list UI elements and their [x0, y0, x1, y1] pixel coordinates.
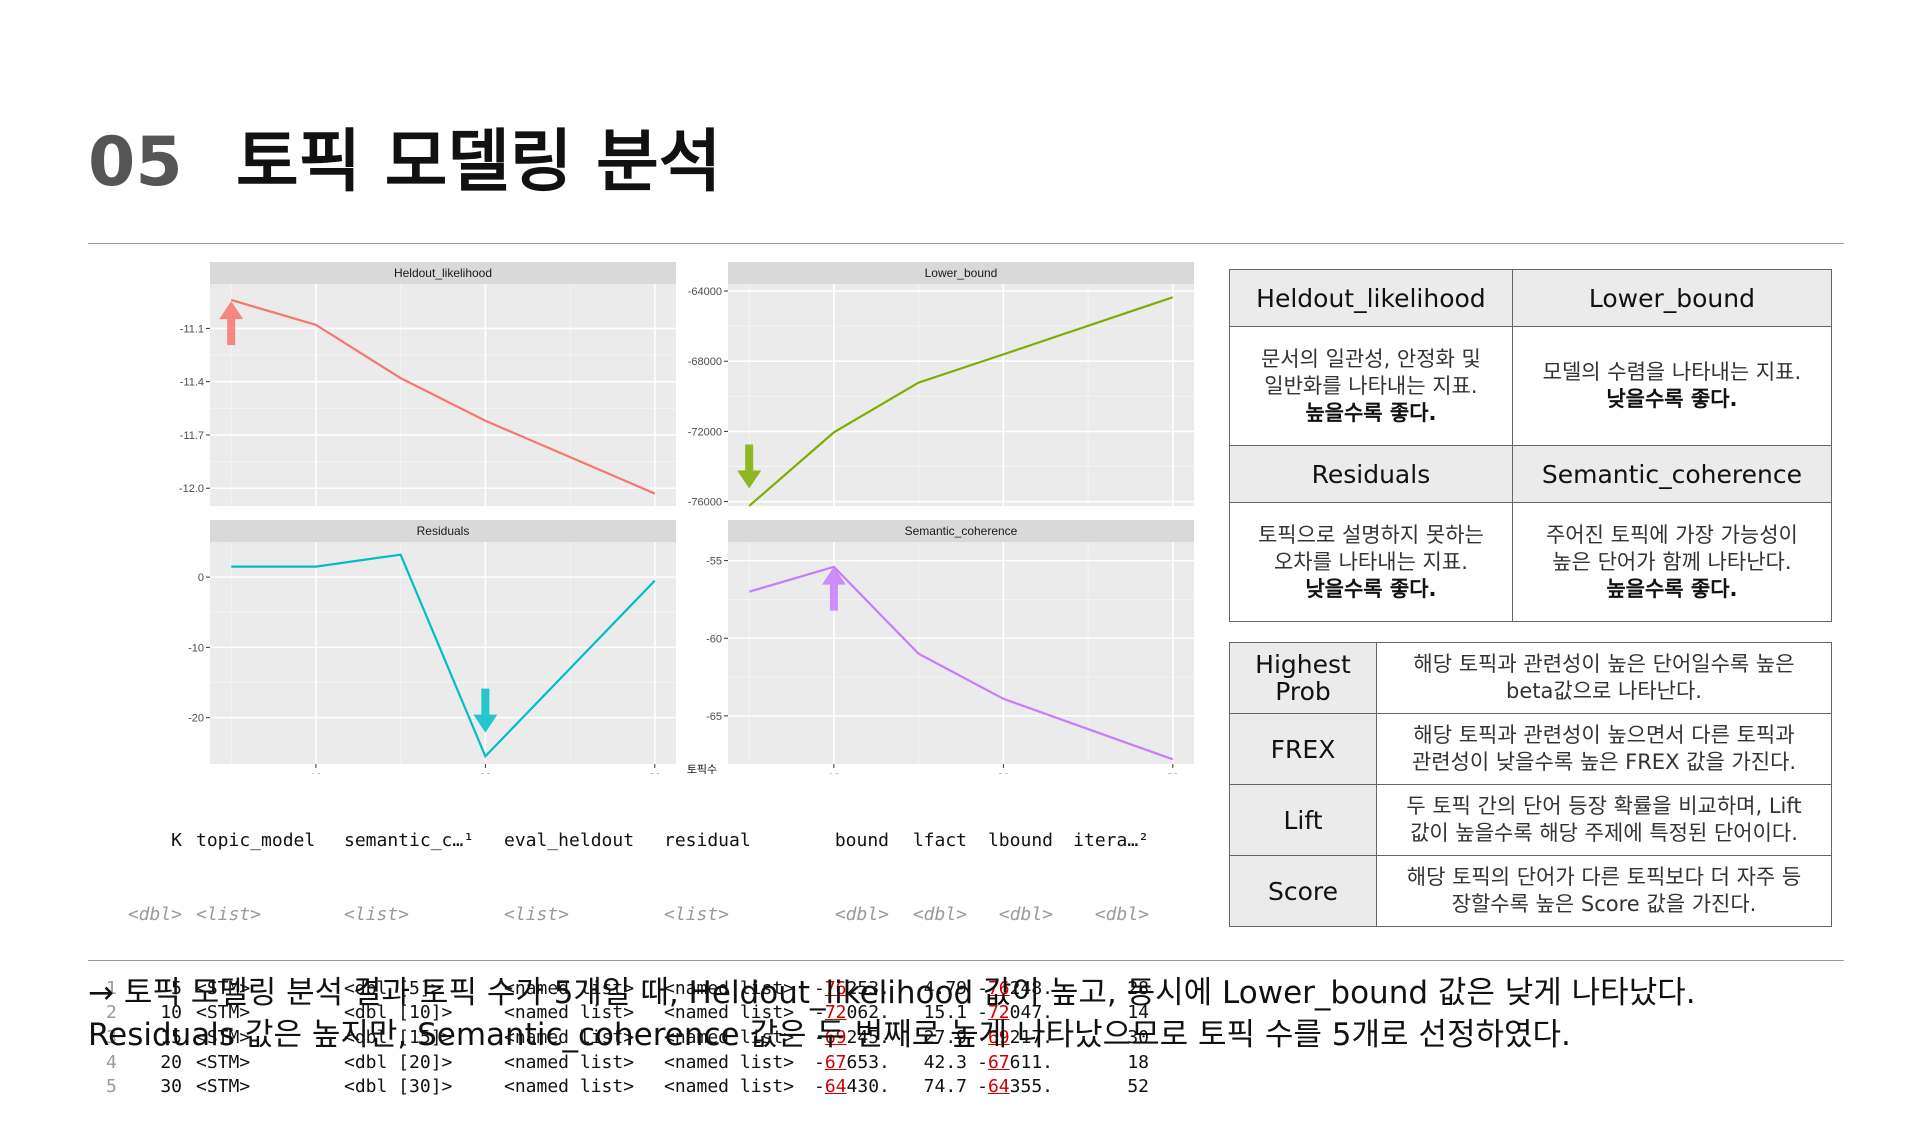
y-tick-label: 0: [198, 572, 204, 584]
facet-panel: [728, 284, 1194, 506]
x-axis-title: 토픽수: [687, 763, 717, 774]
col-header-lbound: lbound: [967, 829, 1053, 854]
facet-strip-label: Residuals: [417, 524, 470, 538]
type-topic-model: <list>: [196, 903, 344, 928]
y-tick-label: -60: [706, 633, 722, 645]
conclusion-line-1: → 토픽 모델링 분석 결과 토픽 수가 5개일 때, Heldout_like…: [88, 972, 1848, 1014]
y-tick-label: -55: [706, 556, 722, 568]
cell-gap: [182, 1075, 196, 1100]
bottom-divider: [88, 960, 1844, 961]
facet-lower-bound: Lower_bound -64000 -68000 -72000 -76000: [688, 262, 1194, 509]
type-residual: <list>: [664, 903, 814, 928]
col-header-k: K: [118, 829, 182, 854]
cell-iterations: 52: [1053, 1075, 1149, 1100]
y-tick-label: -10: [188, 642, 204, 654]
y-tick-label: -76000: [688, 497, 722, 509]
x-tick-label: 30: [649, 772, 661, 774]
y-tick-label: -68000: [688, 356, 722, 368]
facet-heldout-likelihood: Heldout_likelihood -11.1 -11.4 -11.7 -12.0: [179, 262, 676, 506]
col-header-topic-model: topic_model: [196, 829, 344, 854]
top-divider: [88, 243, 1844, 244]
col-header-bound: bound: [814, 829, 889, 854]
conclusion-text: → 토픽 모델링 분석 결과 토픽 수가 5개일 때, Heldout_like…: [88, 972, 1848, 1056]
col-header-residual: residual: [664, 829, 814, 854]
type-k: <dbl>: [118, 903, 182, 928]
facet-line-chart: Heldout_likelihood -11.1 -11.4 -11.7 -12.0 Lo…: [160, 262, 1200, 774]
cell-lbound: -64355.: [967, 1075, 1053, 1100]
slide-number: 05: [88, 118, 183, 208]
y-tick-label: -72000: [688, 426, 722, 438]
metric-desc-lower-bound: 모델의 수렴을 나타내는 지표. 낮을수록 좋다.: [1512, 327, 1831, 446]
facet-strip-label: Semantic_coherence: [905, 524, 1018, 538]
col-header-semantic: semantic_c…¹: [344, 829, 504, 854]
type-lfact: <dbl>: [889, 903, 967, 928]
facet-strip-label: Lower_bound: [925, 266, 998, 280]
y-tick-label: -12.0: [179, 483, 204, 495]
cell-topic-model: <STM>: [196, 1075, 344, 1100]
x-tick-label: 10: [310, 772, 322, 774]
y-tick-label: -11.4: [180, 377, 204, 389]
cell-heldout: <named list>: [504, 1075, 664, 1100]
metric-header-semantic: Semantic_coherence: [1512, 446, 1831, 503]
col-header-iterations: itera…²: [1053, 829, 1149, 854]
type-lbound: <dbl>: [967, 903, 1053, 928]
type-heldout: <list>: [504, 903, 664, 928]
x-tick-label: 20: [997, 772, 1009, 774]
type-bound: <dbl>: [814, 903, 889, 928]
metric-definition-table: Heldout_likelihood Lower_bound 문서의 일관성, …: [1229, 269, 1832, 622]
y-tick-label: -64000: [688, 286, 722, 298]
cell-bound: -64430.: [814, 1075, 889, 1100]
cell-lfact: 74.7: [889, 1075, 967, 1100]
x-tick-label: 10: [828, 772, 840, 774]
metric-desc-residuals: 토픽으로 설명하지 못하는 오차를 나타내는 지표. 낮을수록 좋다.: [1230, 503, 1513, 622]
type-semantic: <list>: [344, 903, 504, 928]
facet-semantic-coherence: Semantic_coherence -55 -60 -65 10 20 30: [706, 520, 1194, 774]
tibble-type-row: <dbl><list><list><list><list><dbl><dbl><…: [118, 903, 1149, 928]
metric-header-heldout: Heldout_likelihood: [1230, 270, 1513, 327]
facet-panel: [728, 542, 1194, 764]
metric-header-lower-bound: Lower_bound: [1512, 270, 1831, 327]
x-tick-label: 30: [1167, 772, 1179, 774]
metric-header-residuals: Residuals: [1230, 446, 1513, 503]
metric-desc-semantic: 주어진 토픽에 가장 가능성이 높은 단어가 함께 나타난다. 높을수록 좋다.: [1512, 503, 1831, 622]
col-header-lfact: lfact: [889, 829, 967, 854]
y-tick-label: -65: [706, 711, 722, 723]
col-header-heldout: eval_heldout: [504, 829, 664, 854]
y-tick-label: -11.1: [180, 323, 204, 335]
cell-k: 30: [160, 1075, 182, 1100]
metric-desc-heldout: 문서의 일관성, 안정화 및 일반화를 나타내는 지표. 높을수록 좋다.: [1230, 327, 1513, 446]
conclusion-line-2: Residuals 값은 높지만, Semantic_coherence 값은 …: [88, 1014, 1848, 1056]
cell-semantic: <dbl [30]>: [344, 1075, 504, 1100]
facet-strip-label: Heldout_likelihood: [394, 266, 492, 280]
facet-residuals: Residuals 0 -10 -20 10 20 30: [188, 520, 676, 774]
x-tick-label: 20: [479, 772, 491, 774]
y-tick-label: -11.7: [180, 430, 204, 442]
cell-residual: <named list>: [664, 1075, 814, 1100]
slide-title: 토픽 모델링 분석: [236, 118, 721, 208]
y-tick-label: -20: [188, 713, 204, 725]
row-index: 5: [106, 1075, 117, 1100]
type-iterations: <dbl>: [1053, 903, 1149, 928]
